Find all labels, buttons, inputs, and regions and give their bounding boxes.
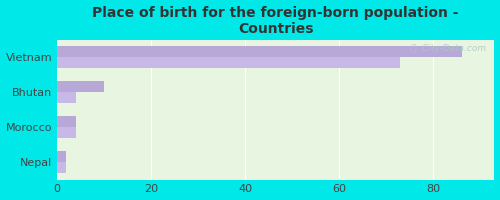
- Bar: [57, 162, 66, 173]
- Title: Place of birth for the foreign-born population -
Countries: Place of birth for the foreign-born popu…: [92, 6, 459, 36]
- Bar: [57, 116, 76, 127]
- Bar: [57, 92, 76, 103]
- Bar: [57, 81, 104, 92]
- Bar: [57, 46, 462, 57]
- Bar: [57, 127, 76, 138]
- Text: ⓘ  City-Data.com: ⓘ City-Data.com: [410, 44, 486, 53]
- Bar: [57, 57, 400, 68]
- Bar: [57, 151, 66, 162]
